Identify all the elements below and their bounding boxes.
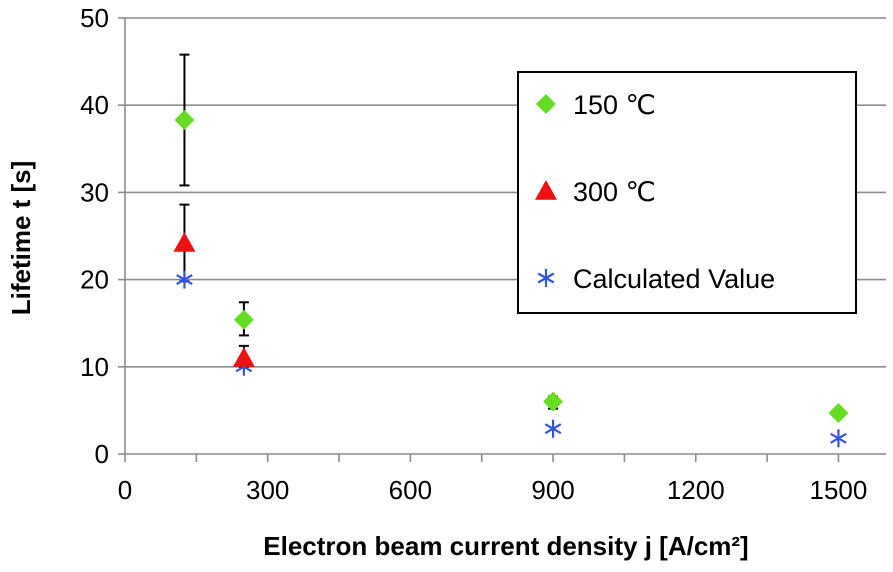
- legend-box: [517, 71, 857, 314]
- y-axis-title: Lifetime t [s]: [6, 161, 36, 316]
- error-bars: [179, 53, 559, 410]
- asterisk-stroke: [544, 423, 562, 435]
- data-point-triangle: [173, 231, 196, 252]
- data-point-asterisk: [830, 429, 847, 448]
- x-axis-title: Electron beam current density j [A/cm²]: [263, 531, 748, 561]
- data-point-asterisk: [544, 419, 562, 438]
- y-tick-label: 10: [80, 352, 109, 382]
- legend-label: 150 ℃: [573, 90, 656, 120]
- asterisk-stroke: [830, 432, 847, 444]
- data-point-asterisk: [176, 270, 193, 289]
- data-point-diamond: [233, 309, 254, 330]
- y-tick-label: 50: [80, 3, 109, 33]
- x-tick-label: 1200: [667, 475, 725, 505]
- legend-marker-asterisk: [537, 269, 555, 287]
- data-point-diamond: [543, 391, 564, 412]
- legend-marker-diamond: [536, 94, 556, 114]
- y-tick-label: 30: [80, 177, 109, 207]
- asterisk-stroke: [537, 272, 555, 284]
- legend-label: 300 ℃: [573, 177, 656, 207]
- axes: 0 10 20 30 40 50 0 300 600 900 1200 1500: [80, 3, 886, 505]
- x-tick-label: 300: [246, 475, 289, 505]
- data-point-diamond: [174, 110, 195, 131]
- y-tick-label: 40: [80, 90, 109, 120]
- data-point-diamond: [828, 403, 849, 424]
- legend-label: Calculated Value: [573, 264, 775, 294]
- y-tick-label: 20: [80, 265, 109, 295]
- legend-marker-triangle: [535, 180, 557, 200]
- x-tick-label: 900: [531, 475, 574, 505]
- x-tick-label: 1500: [810, 475, 868, 505]
- y-tick-label: 0: [95, 439, 109, 469]
- legend: 150 ℃ 300 ℃ Calculated Value: [517, 71, 857, 314]
- data-markers: [173, 110, 849, 448]
- asterisk-stroke: [176, 274, 193, 286]
- x-tick-label: 600: [389, 475, 432, 505]
- data-point-triangle: [232, 347, 255, 367]
- x-tick-label: 0: [118, 475, 132, 505]
